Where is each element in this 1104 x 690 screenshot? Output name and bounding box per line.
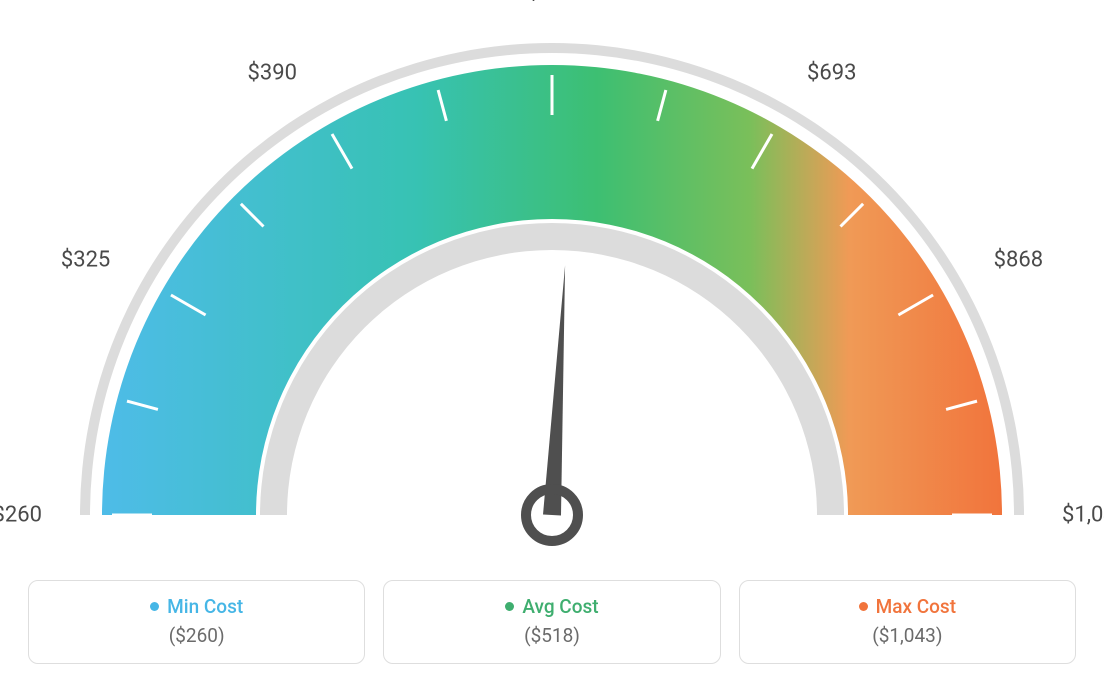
legend-value-min: ($260) bbox=[49, 624, 344, 647]
legend-card-max: Max Cost ($1,043) bbox=[739, 580, 1076, 664]
legend-label-avg: Avg Cost bbox=[522, 595, 598, 618]
gauge-svg bbox=[0, 0, 1104, 560]
legend-dot-min bbox=[150, 602, 159, 611]
legend-title-avg: Avg Cost bbox=[505, 595, 598, 618]
gauge-tick-label: $260 bbox=[0, 503, 42, 528]
legend-title-min: Min Cost bbox=[150, 595, 243, 618]
gauge-tick-label: $325 bbox=[61, 248, 110, 273]
legend-dot-avg bbox=[505, 602, 514, 611]
legend-card-avg: Avg Cost ($518) bbox=[383, 580, 720, 664]
legend-label-max: Max Cost bbox=[876, 595, 956, 618]
gauge-tick-label: $1,043 bbox=[1062, 503, 1104, 528]
legend-label-min: Min Cost bbox=[167, 595, 243, 618]
legend-value-max: ($1,043) bbox=[760, 624, 1055, 647]
legend-row: Min Cost ($260) Avg Cost ($518) Max Cost… bbox=[0, 580, 1104, 664]
gauge-tick-label: $390 bbox=[248, 61, 297, 86]
legend-value-avg: ($518) bbox=[404, 624, 699, 647]
gauge-tick-label: $518 bbox=[527, 0, 576, 5]
gauge-container: $260 $325 $390 $518 $693 $868 $1,043 bbox=[0, 0, 1104, 560]
legend-title-max: Max Cost bbox=[859, 595, 956, 618]
legend-dot-max bbox=[859, 602, 868, 611]
legend-card-min: Min Cost ($260) bbox=[28, 580, 365, 664]
gauge-tick-label: $868 bbox=[994, 248, 1043, 273]
gauge-tick-label: $693 bbox=[807, 61, 856, 86]
